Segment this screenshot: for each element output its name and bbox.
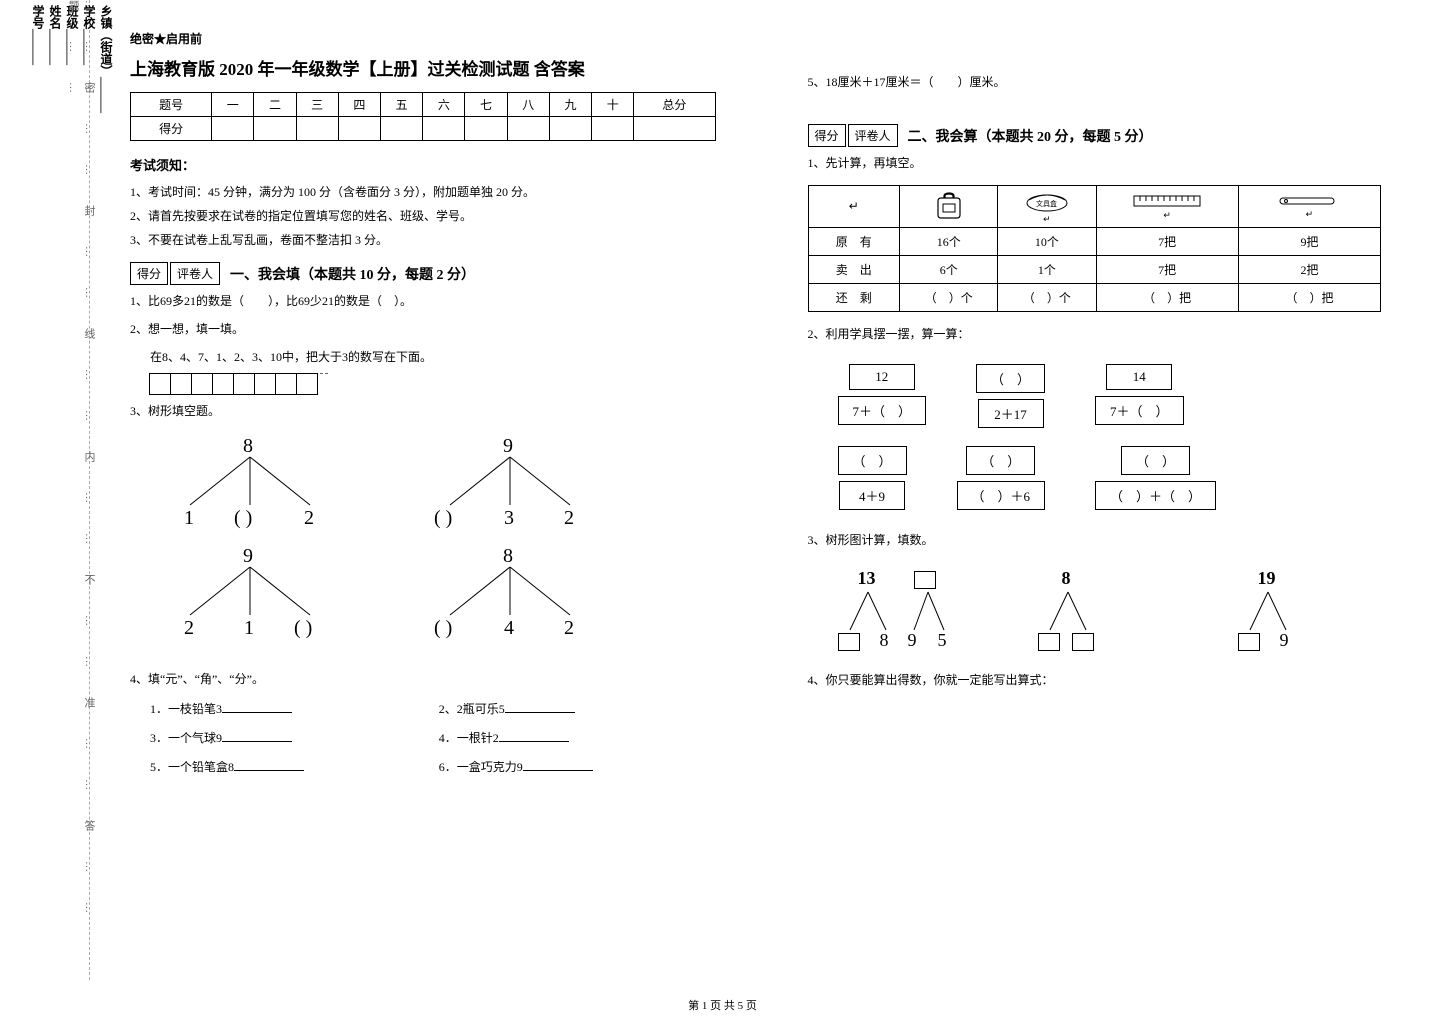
left-column: 绝密★启用前 上海教育版 2020 年一年级数学【上册】过关检测试题 含答案 题… — [90, 0, 768, 1019]
stack-3: 14 7＋（ ） — [1095, 364, 1184, 428]
blank — [505, 701, 575, 713]
score-box-2: 得分 评卷人 — [808, 124, 897, 147]
field-name: 姓名______ — [47, 5, 64, 975]
score-table: 题号 一 二 三 四 五 六 七 八 九 十 总分 得分 — [130, 92, 716, 141]
tree-diagrams: 8 1 ( ) 2 9 2 1 ( ) — [160, 435, 728, 655]
col-label: 题号 — [131, 93, 212, 117]
t2-4: 19 9 — [1238, 568, 1368, 658]
instruction-1: 1、考试时间：45 分钟，满分为 100 分（含卷面分 3 分），附加题单独 2… — [130, 180, 728, 204]
p1-q3: 3、树形填空题。 — [130, 399, 728, 423]
score-header-row: 题号 一 二 三 四 五 六 七 八 九 十 总分 — [131, 93, 716, 117]
p2-q3: 3、树形图计算，填数。 — [808, 528, 1406, 552]
blank — [234, 759, 304, 771]
blank-box — [1038, 633, 1060, 651]
ruler-icon: ↵ — [1096, 186, 1238, 228]
tree2-diagrams: 13 8 9 5 8 — [838, 568, 1406, 658]
page-footer: 第 1 页 共 5 页 — [0, 997, 1445, 1013]
p1-q1: 1、比69多21的数是（ ），比69少21的数是（ ）。 — [130, 289, 728, 313]
field-id: 学号______ — [30, 5, 47, 975]
confidential-tag: 绝密★启用前 — [130, 30, 728, 47]
calc-table: ↵ 文具盒 ↵ ↵ ↵ — [808, 185, 1382, 312]
blank — [222, 730, 292, 742]
doc-title: 上海教育版 2020 年一年级数学【上册】过关检测试题 含答案 — [130, 55, 728, 80]
blank — [499, 730, 569, 742]
p1-q2b: 在8、4、7、1、2、3、10中，把大于3的数写在下面。 — [150, 345, 728, 369]
stack-4: （ ） 4＋9 — [838, 446, 907, 510]
p2-q1: 1、先计算，再填空。 — [808, 151, 1406, 175]
binding-margin: 乡镇（街道）______ 学校______ 班级______ 姓名______ … — [0, 0, 90, 980]
stack-6: （ ） （ ）＋（ ） — [1095, 446, 1216, 510]
stack-5: （ ） （ ）＋6 — [957, 446, 1046, 510]
part2-title: 二、我会算（本题共 20 分，每题 5 分） — [908, 126, 1153, 146]
stack-1: 12 7＋（ ） — [838, 364, 927, 428]
blank-header: ↵ — [808, 186, 900, 228]
reviewer-label: 评卷人 — [170, 262, 220, 285]
instruction-2: 2、请首先按要求在试卷的指定位置填写您的姓名、班级、学号。 — [130, 204, 728, 228]
stack-row-1: 12 7＋（ ） （ ） 2＋17 14 7＋（ ） — [838, 364, 1406, 428]
score-value-row: 得分 — [131, 117, 716, 141]
p2-q2: 2、利用学具摆一摆，算一算： — [808, 322, 1406, 346]
score-label: 得分 — [130, 262, 168, 285]
t2-3: 8 — [1038, 568, 1168, 658]
blank — [523, 759, 593, 771]
blank-box — [1072, 633, 1094, 651]
score-box: 得分 评卷人 — [130, 262, 219, 285]
pen-icon: ↵ — [1238, 186, 1380, 228]
blank-box — [838, 633, 860, 651]
field-township: 乡镇（街道）______ — [98, 5, 115, 975]
blank-box — [1238, 633, 1260, 651]
t2-1: 13 8 9 5 — [838, 568, 968, 658]
pencilcase-icon: 文具盒 ↵ — [998, 186, 1096, 228]
p2-q4: 4、你只要能算出得数，你就一定能写出算式： — [808, 668, 1406, 692]
stack-row-2: （ ） 4＋9 （ ） （ ）＋6 （ ） （ ）＋（ ） — [838, 446, 1406, 510]
tree-1: 8 1 ( ) 2 9 2 1 ( ) — [160, 435, 340, 655]
p1-q4: 4、填“元”、“角”、“分”。 — [130, 667, 728, 691]
instruction-3: 3、不要在试卷上乱写乱画，卷面不整洁扣 3 分。 — [130, 228, 728, 252]
row-label: 得分 — [131, 117, 212, 141]
stack-2: （ ） 2＋17 — [976, 364, 1045, 428]
instructions-title: 考试须知： — [130, 155, 728, 174]
price-list: 1．一枝铅笔3 2、2瓶可乐5 3．一个气球9 4．一根针2 5．一个铅笔盒8 … — [150, 695, 728, 781]
blank — [222, 701, 292, 713]
svg-text:文具盒: 文具盒 — [1036, 199, 1057, 208]
seal-line: ……密……封……线……内……不……准……答……题…… — [65, 0, 97, 980]
part1-title: 一、我会填（本题共 10 分，每题 2 分） — [230, 264, 475, 284]
backpack-icon — [900, 186, 998, 228]
tree-2: 9 ( ) 3 2 8 ( ) 4 2 — [420, 435, 600, 655]
answer-boxes — [150, 373, 728, 395]
p1-q2a: 2、想一想，填一填。 — [130, 317, 728, 341]
p1-q5: 5、18厘米＋17厘米＝（ ）厘米。 — [808, 70, 1406, 94]
right-column: 5、18厘米＋17厘米＝（ ）厘米。 得分 评卷人 二、我会算（本题共 20 分… — [768, 0, 1445, 1019]
